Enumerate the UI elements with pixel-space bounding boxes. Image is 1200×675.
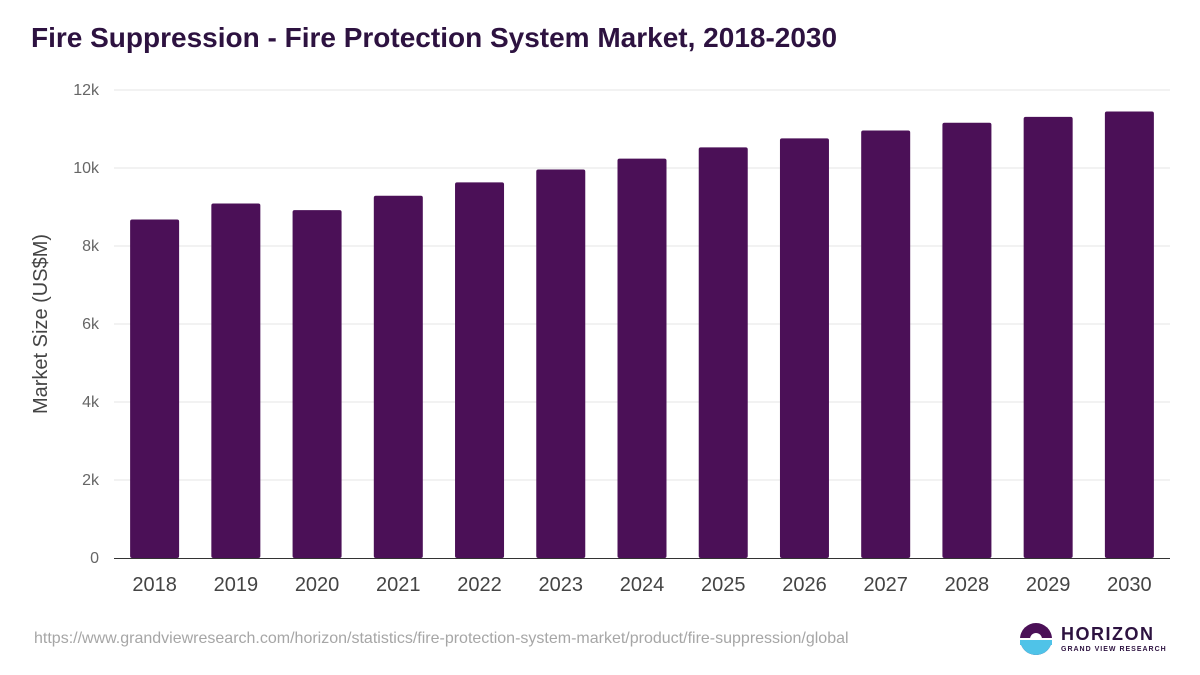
horizon-logo: HORIZON GRAND VIEW RESEARCH — [1019, 622, 1167, 656]
y-tick-label: 4k — [82, 394, 100, 411]
x-tick-label: 2019 — [214, 574, 259, 596]
x-tick-label: 2020 — [295, 574, 340, 596]
x-tick-label: 2030 — [1107, 574, 1152, 596]
bar-2023[interactable] — [536, 169, 586, 558]
y-tick-label: 6k — [82, 316, 100, 333]
x-tick-label: 2028 — [945, 574, 990, 596]
bar-2028[interactable] — [942, 122, 992, 558]
x-tick-label: 2027 — [863, 574, 908, 596]
bars — [130, 111, 1154, 559]
bar-2018[interactable] — [130, 219, 180, 559]
horizon-logo-icon — [1020, 623, 1052, 655]
bar-2030[interactable] — [1104, 111, 1154, 558]
x-tick-label: 2023 — [539, 574, 584, 596]
y-tick-label: 2k — [82, 472, 100, 489]
logo-subtitle: GRAND VIEW RESEARCH — [1061, 646, 1167, 653]
bar-2029[interactable] — [1023, 116, 1073, 558]
x-tick-label: 2025 — [701, 574, 746, 596]
x-tick-label: 2021 — [376, 574, 421, 596]
y-tick-label: 0 — [90, 550, 99, 567]
y-tick-label: 8k — [82, 238, 100, 255]
source-url[interactable]: https://www.grandviewresearch.com/horizo… — [34, 630, 849, 647]
bar-2026[interactable] — [779, 138, 829, 559]
bar-2021[interactable] — [373, 195, 423, 558]
y-axis-label: Market Size (US$M) — [30, 234, 52, 414]
bar-2025[interactable] — [698, 147, 748, 558]
x-tick-label: 2029 — [1026, 574, 1071, 596]
bar-2020[interactable] — [292, 210, 342, 558]
x-tick-label: 2026 — [782, 574, 827, 596]
bar-2019[interactable] — [211, 203, 261, 559]
y-tick-label: 12k — [73, 82, 100, 99]
chart-title: Fire Suppression - Fire Protection Syste… — [31, 22, 838, 53]
x-tick-label: 2022 — [457, 574, 502, 596]
logo-name: HORIZON — [1061, 624, 1155, 644]
x-tick-label: 2018 — [132, 574, 177, 596]
y-tick-labels: 0 2k 4k 6k 8k 10k 12k — [73, 82, 100, 567]
bar-2027[interactable] — [861, 130, 911, 558]
y-tick-label: 10k — [73, 160, 100, 177]
bar-2024[interactable] — [617, 158, 667, 558]
x-tick-labels: 2018 2019 2020 2021 2022 2023 2024 2025 2026 2027… — [132, 574, 1151, 596]
x-tick-label: 2024 — [620, 574, 665, 596]
bar-2022[interactable] — [455, 182, 505, 558]
